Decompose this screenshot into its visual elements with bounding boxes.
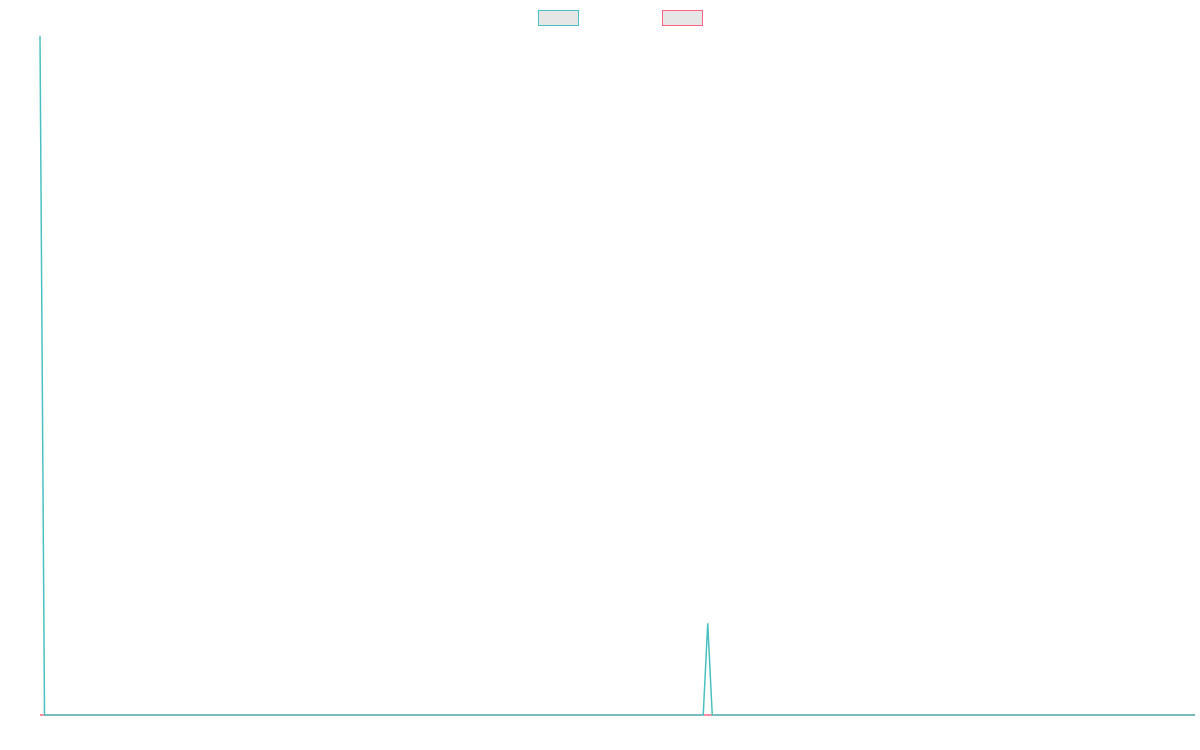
- data-line: [39, 35, 1195, 716]
- legend-swatch: [538, 10, 579, 26]
- legend-swatch: [662, 10, 703, 26]
